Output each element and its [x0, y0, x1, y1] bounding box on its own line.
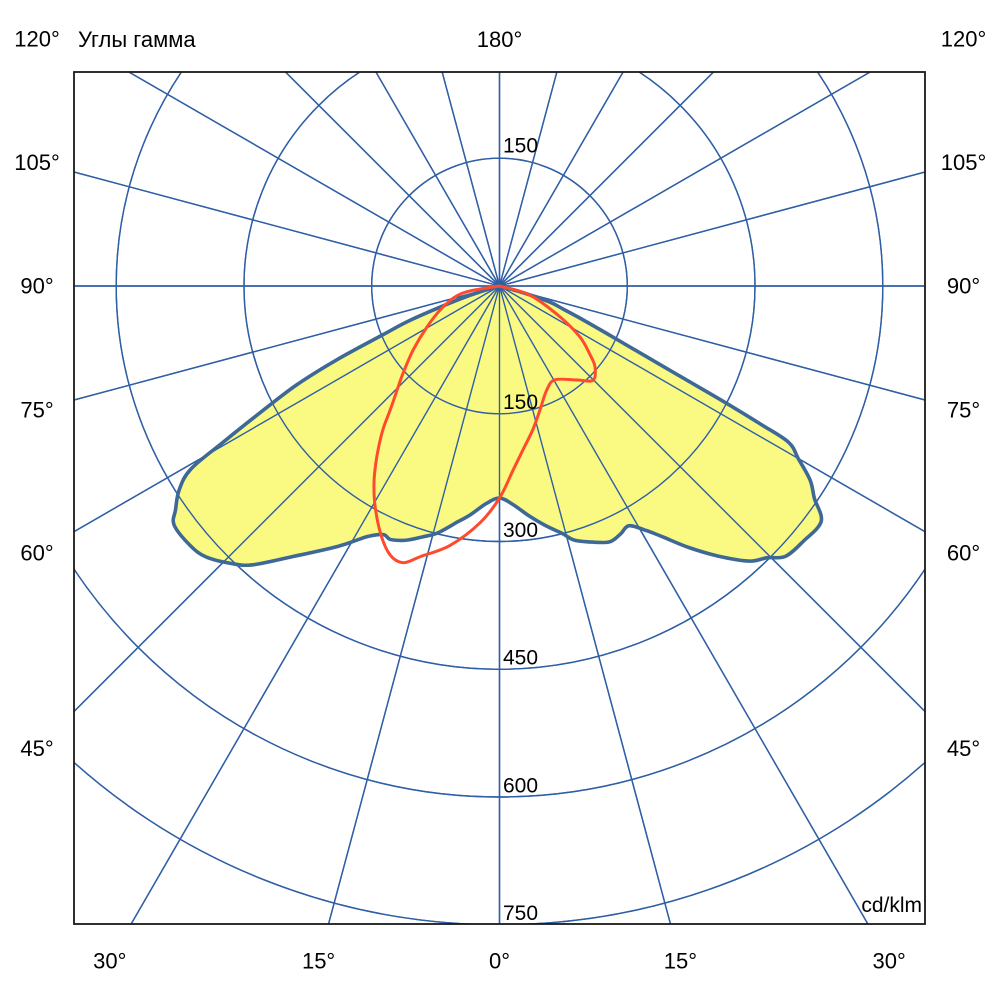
grid-ray-210 [375, 72, 501, 287]
radial-tick-150: 150 [503, 391, 538, 414]
radial-tick-750: 750 [503, 902, 538, 925]
gamma-label-left-60: 60° [20, 541, 53, 566]
radial-unit-label: cd/klm [861, 894, 922, 917]
grid-ray-30 [498, 285, 869, 924]
grid-ray-225 [284, 72, 500, 287]
grid-ray-345 [327, 285, 501, 924]
grid-ray-105 [499, 171, 925, 287]
grid-ray-300 [74, 285, 500, 533]
primary-curve-outline [171, 284, 824, 568]
top-angle-label: 180° [477, 27, 523, 52]
gamma-label-right-120: 120° [941, 27, 987, 52]
grid-ray-195 [441, 72, 501, 287]
radial-tick-300: 300 [503, 519, 538, 542]
primary-curve-fill [173, 286, 822, 566]
grid-ray-165 [498, 72, 558, 287]
grid-ray-315 [74, 285, 500, 713]
gamma-label-left-120: 120° [14, 27, 60, 52]
plot-frame [73, 71, 926, 925]
grid-ray-195 [441, 72, 501, 287]
gamma-label-right-45: 45° [947, 736, 980, 761]
gamma-label-left-90: 90° [20, 274, 53, 299]
chart-title: Углы гамма [78, 27, 196, 52]
gamma-label-left-75: 75° [20, 398, 53, 423]
gamma-label-right-105: 105° [941, 150, 987, 175]
grid-ray-165 [498, 72, 558, 287]
gamma-label-bottom--15: 15° [302, 949, 335, 974]
grid-ray-240 [127, 72, 500, 287]
grid-ray-60 [499, 285, 925, 533]
gamma-label-bottom-15: 15° [664, 949, 697, 974]
axis-labels: 120° 120° 105° 105° 90° 90° 75° 75° 60° 60° 45° 45°… [14, 27, 986, 974]
grid-ray-15 [498, 285, 672, 924]
grid-ray-255 [74, 171, 500, 287]
gamma-label-right-60: 60° [947, 541, 980, 566]
grid-ray-135 [499, 72, 715, 287]
gamma-label-left-45: 45° [20, 736, 53, 761]
radial-tick-450: 450 [503, 647, 538, 670]
grid-ray-120 [499, 72, 872, 287]
radial-tick-top-150: 150 [503, 135, 538, 158]
gamma-label-bottom-30: 30° [873, 949, 906, 974]
gamma-label-bottom--30: 30° [93, 949, 126, 974]
grid-ray-150 [498, 72, 624, 287]
gamma-label-right-90: 90° [947, 274, 980, 299]
secondary-curve [372, 284, 597, 565]
radial-tick-600: 600 [503, 774, 538, 797]
gamma-label-right-75: 75° [947, 398, 980, 423]
gamma-label-left-105: 105° [14, 150, 60, 175]
grid-ray-45 [499, 285, 925, 713]
gamma-label-bottom-0: 0° [489, 949, 510, 974]
grid-ray-330 [130, 285, 501, 924]
grid-ray-75 [499, 285, 925, 401]
grid-ray-285 [74, 285, 500, 401]
